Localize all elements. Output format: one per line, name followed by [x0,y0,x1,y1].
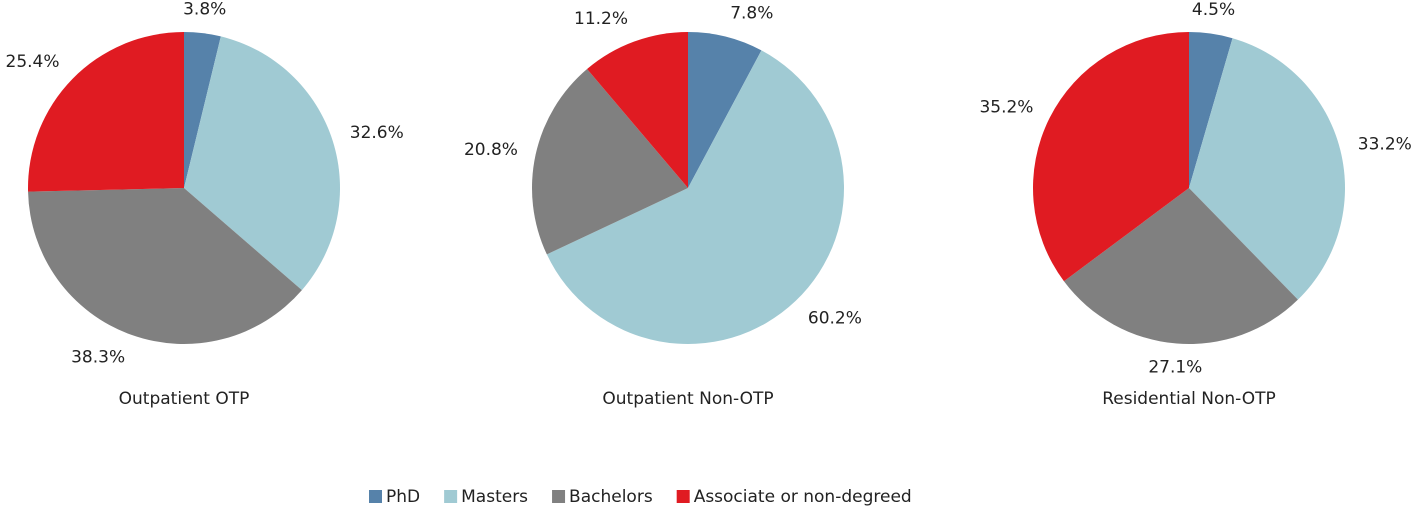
data-label: 27.1% [1148,357,1202,377]
chart-title: Outpatient OTP [119,389,250,409]
pie-slice [1063,188,1298,344]
pie-slice [688,32,762,188]
pie-slice [531,69,688,255]
pie-slice [1189,32,1233,188]
pie-slice [28,32,185,192]
legend-swatch [369,490,382,503]
legend-swatch [676,490,690,503]
data-label: 20.8% [464,140,518,160]
legend-swatch [552,490,566,503]
data-label: 25.4% [6,52,60,72]
legend-swatch [444,490,458,503]
chart-title: Outpatient Non-OTP [602,389,773,409]
pie-slice [28,188,302,345]
data-label: 35.2% [979,97,1033,117]
data-label: 32.6% [350,123,404,143]
data-label: 7.8% [730,3,773,23]
pie-slice [546,50,844,344]
pie-slice [1033,32,1189,282]
legend-label: Masters [461,487,528,507]
legend-label: Associate or non-degreed [694,487,912,507]
pie-slice [184,36,340,291]
legend-label: PhD [386,487,420,507]
data-label: 3.8% [183,0,226,19]
chart-title: Residential Non-OTP [1102,389,1276,409]
data-label: 33.2% [1358,134,1412,154]
data-label: 38.3% [71,347,125,367]
pie-slice [1189,38,1345,300]
data-label: 4.5% [1192,0,1235,20]
pie-slice [587,32,688,188]
pie-slice [184,32,221,188]
legend-label: Bachelors [569,487,653,507]
data-label: 60.2% [808,308,862,328]
data-label: 11.2% [574,9,628,29]
